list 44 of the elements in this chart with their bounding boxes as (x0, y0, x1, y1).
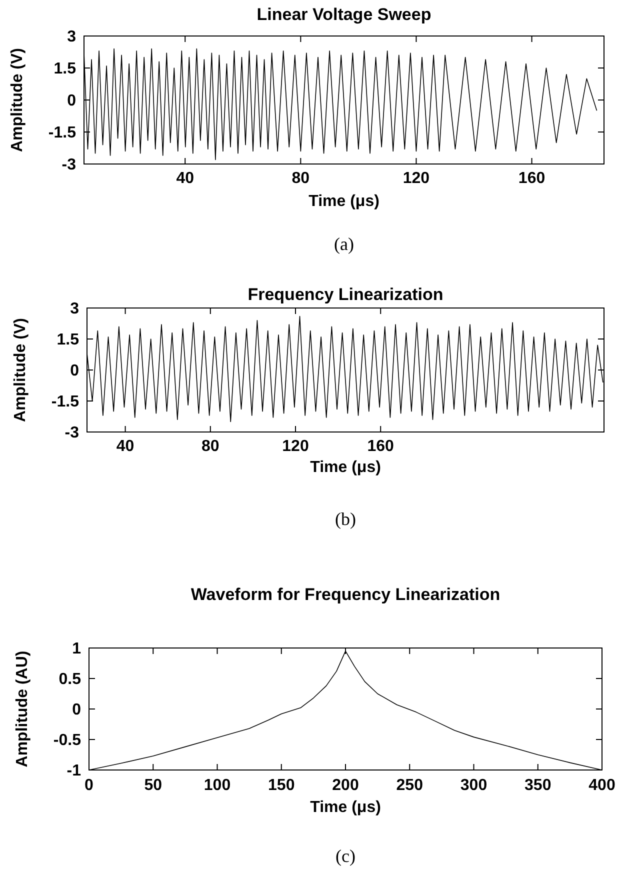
y-tick-label: 3 (67, 28, 76, 46)
x-tick-label: 120 (402, 170, 430, 187)
x-tick-label: 40 (116, 438, 134, 455)
x-axis-title: Time (μs) (308, 193, 380, 210)
y-tick-label: 1 (72, 640, 82, 658)
x-tick-label: 0 (84, 777, 94, 794)
x-tick-label: 400 (588, 777, 616, 794)
y-tick-label: -1.5 (48, 124, 76, 142)
x-tick-label: 80 (292, 170, 310, 187)
x-tick-label: 350 (524, 777, 552, 794)
y-tick-label: -1.5 (51, 394, 80, 411)
text: (a) (334, 234, 354, 254)
x-tick-label: 200 (332, 777, 359, 794)
y-tick-label: 0 (67, 92, 76, 110)
y-axis-title: Amplitude (V) (9, 48, 26, 152)
y-tick-label: 1.5 (56, 332, 80, 349)
y-tick-label: -1 (66, 762, 82, 780)
y-axis-title: Amplitude (V) (12, 318, 29, 422)
x-tick-label: 160 (518, 170, 546, 187)
y-tick-label: 0.5 (58, 671, 82, 688)
y-tick-label: 0 (72, 702, 82, 719)
y-tick-label: 1.5 (54, 60, 76, 78)
y-tick-label: -3 (64, 424, 80, 442)
text: (c) (336, 846, 356, 866)
y-axis-title: Amplitude (AU) (14, 650, 31, 768)
x-axis-title: Time (μs) (310, 799, 381, 816)
x-tick-label: 160 (367, 438, 394, 455)
x-tick-label: 80 (202, 438, 220, 455)
x-tick-label: 40 (176, 170, 194, 187)
x-axis-title: Time (μs) (310, 459, 381, 476)
x-tick-label: 300 (460, 777, 488, 794)
y-tick-label: -0.5 (53, 732, 82, 750)
chart-title: Linear Voltage Sweep (256, 5, 432, 24)
x-tick-label: 50 (144, 777, 162, 794)
text: (b) (335, 509, 356, 529)
x-tick-label: 100 (204, 777, 231, 794)
x-tick-label: 150 (268, 777, 295, 794)
y-tick-label: -3 (62, 156, 76, 174)
x-tick-label: 120 (282, 438, 309, 455)
x-tick-label: 250 (396, 777, 424, 794)
chart-title: Waveform for Frequency Linearization (190, 585, 500, 604)
y-tick-label: 3 (70, 300, 80, 318)
y-tick-label: 0 (70, 362, 80, 380)
chart-title: Frequency Linearization (248, 285, 444, 304)
